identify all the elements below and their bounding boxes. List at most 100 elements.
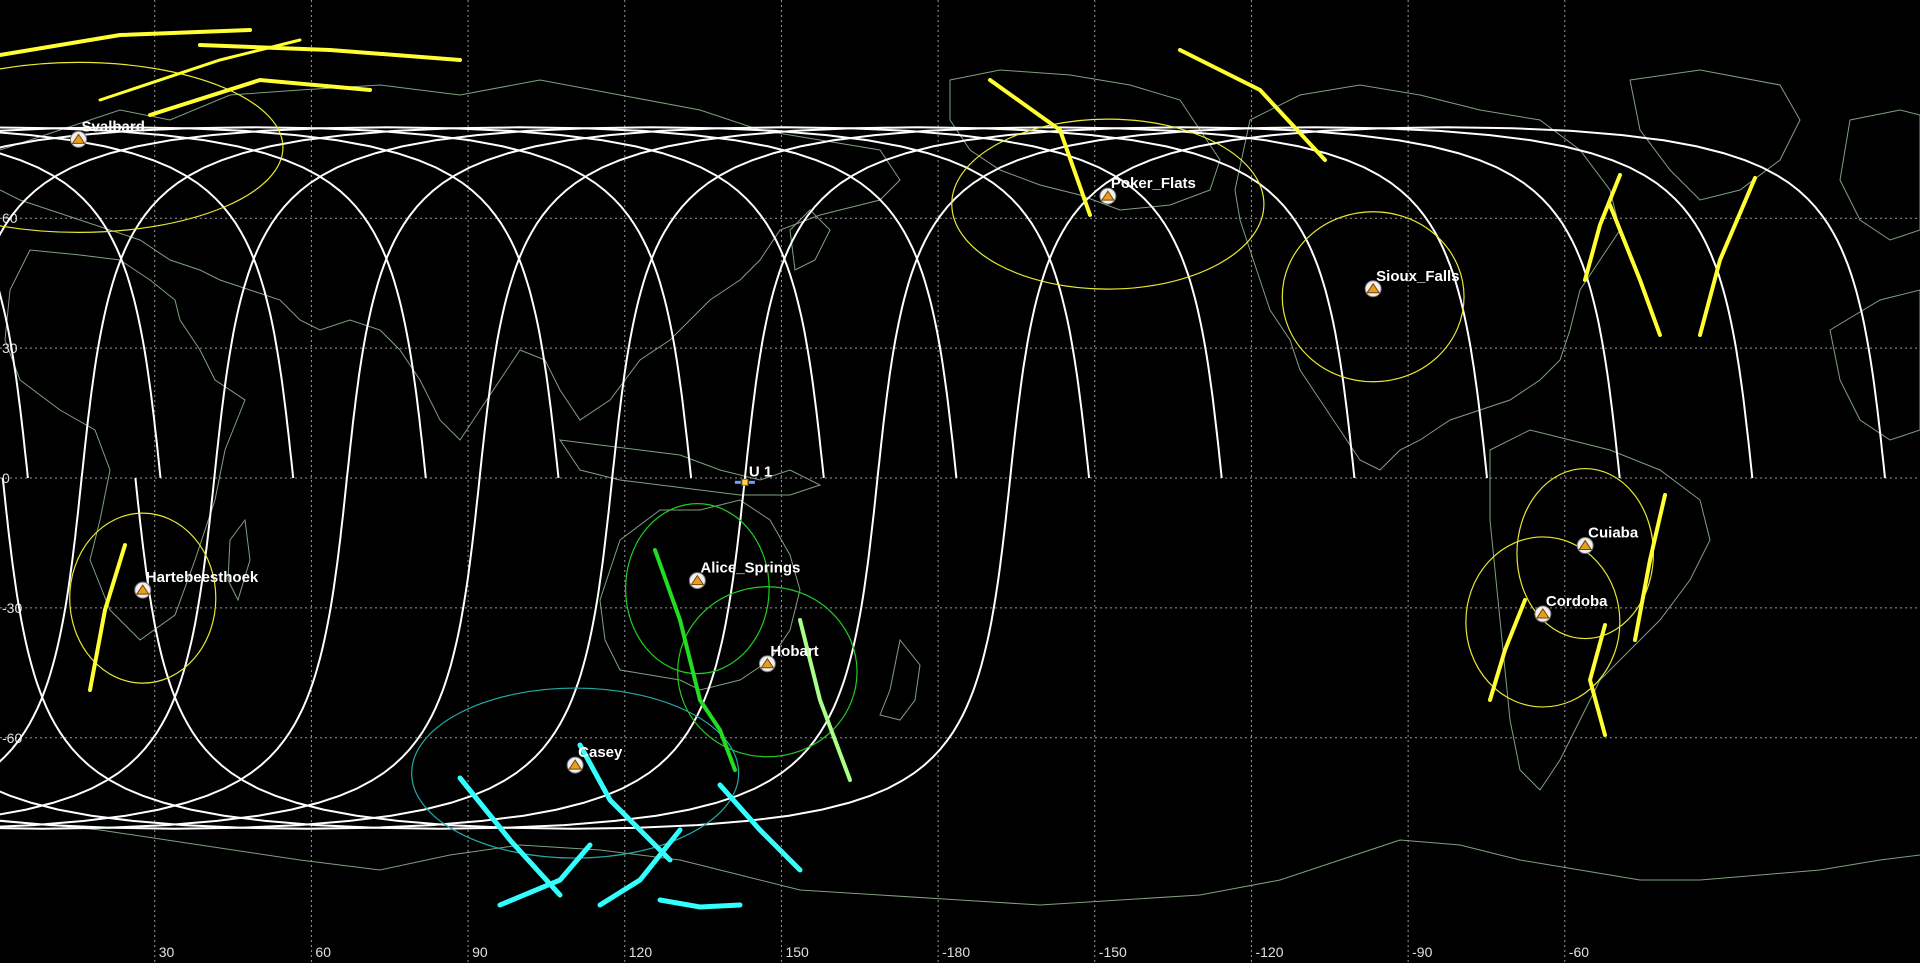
coastline-madagascar [227, 518, 251, 602]
axis-tick-labels: 306090120150-180-150-120-90-60-3060300-3… [2, 210, 1589, 960]
pass-segment [148, 77, 372, 117]
longitude-tick-label: 90 [472, 944, 488, 960]
orbit-track [134, 126, 1886, 830]
pass-segment [1583, 173, 1622, 282]
pass-segment [0, 28, 252, 57]
pass-segment [698, 698, 737, 772]
coastline-new-zealand [879, 638, 921, 721]
ground-station-icon [1099, 187, 1117, 205]
coastline-greenland [1629, 69, 1801, 201]
pass-segment [577, 742, 673, 863]
orbit-track [0, 152, 162, 479]
ground-station-svalbard[interactable]: Svalbard [70, 118, 145, 148]
pass-segment [1488, 598, 1527, 702]
pass-segment [1608, 203, 1662, 337]
longitude-tick-label: -60 [1569, 944, 1589, 960]
longitude-tick-label: 60 [315, 944, 331, 960]
orbit-track [0, 126, 825, 479]
coastline-south-america [1489, 429, 1711, 791]
coverage-circle [411, 687, 740, 859]
ground-station-hartebeesthoek[interactable]: Hartebeesthoek [134, 569, 259, 599]
longitude-tick-label: -150 [1099, 944, 1127, 960]
orbit-track [0, 131, 295, 479]
pass-segments [0, 28, 1757, 910]
ground-station-label: Poker_Flats [1111, 175, 1196, 192]
pass-segment [1178, 48, 1327, 162]
pass-segment [717, 782, 803, 873]
satellite-icon [734, 478, 755, 486]
longitude-tick-label: 150 [785, 944, 809, 960]
ground-station-sioux_falls[interactable]: Sioux_Falls [1364, 268, 1460, 298]
ground-station-label: Svalbard [82, 118, 145, 135]
pass-segment [457, 775, 563, 898]
ground-station-label: Cuiaba [1588, 525, 1639, 542]
coverage-circles [0, 61, 1654, 859]
pass-segment [98, 38, 302, 102]
ground-station-label: Casey [578, 744, 623, 761]
orbit-track [0, 126, 560, 479]
ground-station-label: Hobart [770, 643, 818, 660]
orbit-track [0, 126, 693, 479]
ground-stations[interactable]: Svalbard Poker_Flats Sioux_Falls Cuiaba Cord… [70, 118, 1639, 774]
satellite-label: U 1 [749, 463, 772, 480]
ground-station-icon [1534, 605, 1552, 623]
ground-station-icon [70, 130, 88, 148]
coverage-circle [951, 118, 1265, 290]
latitude-tick-label: -30 [2, 600, 22, 616]
pass-segment [798, 618, 852, 782]
pass-segment [657, 897, 743, 910]
ground-station-icon [1364, 280, 1382, 298]
pass-segment [497, 842, 593, 908]
pass-segment [1633, 493, 1667, 642]
ground-station-icon [688, 572, 706, 590]
coverage-circle [69, 512, 217, 684]
longitude-tick-label: -90 [1412, 944, 1432, 960]
pass-segment [1698, 176, 1757, 337]
pass-segment [198, 43, 462, 62]
longitude-tick-label: -120 [1255, 944, 1283, 960]
ground-station-cuiaba[interactable]: Cuiaba [1576, 525, 1639, 555]
ground-station-label: Cordoba [1546, 593, 1608, 610]
longitude-tick-label: 30 [159, 944, 175, 960]
latitude-tick-label: 0 [2, 470, 10, 486]
ground-station-alice_springs[interactable]: Alice_Springs [688, 560, 800, 590]
coastline-antarctica [0, 819, 1920, 906]
ground-station-label: Sioux_Falls [1376, 268, 1459, 285]
orbit-track [0, 126, 1223, 828]
longitude-tick-label: 120 [629, 944, 653, 960]
coastline-europe-west [1839, 109, 1920, 241]
coverage-circle [1465, 536, 1621, 708]
coastline-africa [4, 249, 246, 641]
coastline-eurasia [0, 79, 901, 441]
orbit-track [0, 126, 1488, 830]
ground-station-poker_flats[interactable]: Poker_Flats [1099, 175, 1196, 205]
orbit-track [0, 126, 1621, 830]
coastline-alaska [949, 69, 1221, 211]
pass-segment [88, 543, 127, 692]
orbit-track [0, 126, 1091, 816]
orbit-track [0, 126, 958, 763]
ground-station-cordoba[interactable]: Cordoba [1534, 593, 1608, 623]
ground-station-casey[interactable]: Casey [566, 744, 623, 774]
coverage-circle [624, 503, 770, 675]
coastline-japan [789, 209, 831, 271]
latitude-tick-label: 30 [2, 340, 18, 356]
orbit-ground-tracks [0, 126, 1886, 830]
ground-station-icon [1576, 537, 1594, 555]
pass-segment [653, 548, 702, 702]
coverage-circle [1281, 211, 1465, 383]
pass-segment [1587, 623, 1607, 737]
coastline-west-africa [1829, 289, 1920, 441]
ground-station-icon [566, 756, 584, 774]
orbit-track [0, 126, 1356, 830]
pass-segment [988, 78, 1092, 217]
coastline-indonesia [558, 439, 822, 496]
pass-segment [597, 827, 683, 908]
ground-station-hobart[interactable]: Hobart [758, 643, 819, 673]
satellite[interactable]: U 1 [734, 463, 772, 486]
coverage-circle [0, 61, 284, 233]
ground-station-label: Alice_Springs [700, 560, 800, 577]
